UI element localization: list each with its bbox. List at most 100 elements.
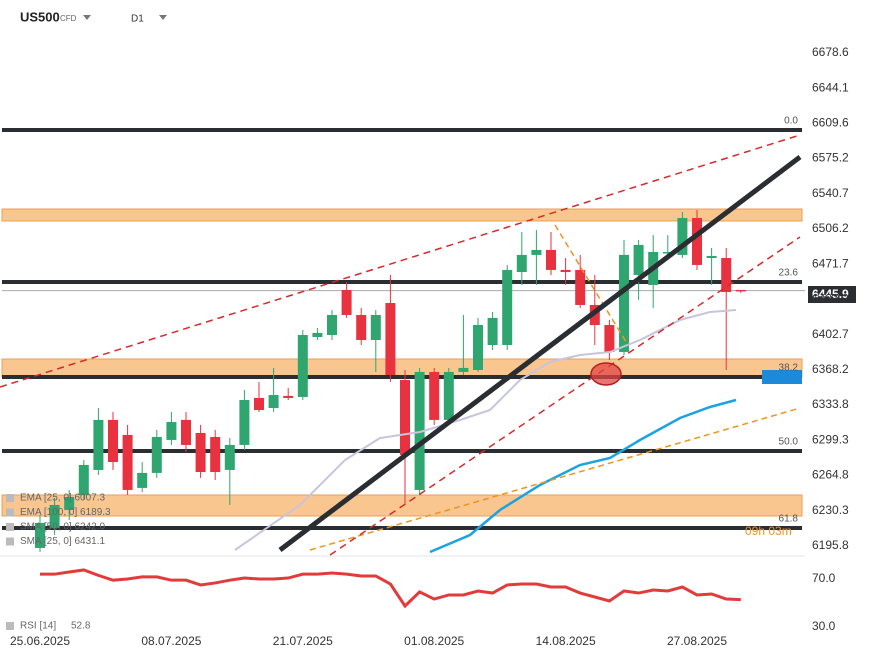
x-tick-label: 01.08.2025 [404, 634, 464, 648]
candle-body [692, 217, 702, 265]
candle-body [268, 395, 279, 408]
candle-body [400, 380, 410, 455]
sma-line [234, 309, 737, 551]
drawings [0, 134, 802, 556]
candle-body [458, 367, 469, 372]
y-tick-label: 6402.7 [812, 327, 849, 341]
instrument-type: CFD [60, 14, 77, 23]
candle-body [356, 314, 367, 340]
indicator-legend: EMA [100, 0] 6189.3 [20, 507, 111, 518]
x-tick-label: 25.06.2025 [10, 634, 70, 648]
dropdown-arrow[interactable] [159, 15, 167, 20]
candle-body [502, 269, 513, 345]
price-tag [762, 370, 802, 384]
candle-body [619, 254, 629, 352]
candle-body [239, 400, 250, 445]
y-tick-label: 6437.2 [812, 292, 849, 306]
candle-body [604, 324, 615, 352]
candle-body [429, 371, 440, 420]
candle-body [166, 421, 177, 440]
candle-body [575, 269, 586, 305]
candle-body [137, 472, 148, 488]
candle-body [487, 317, 498, 345]
candle-body [443, 371, 454, 420]
indicator-legend: SMA [50, 0] 6242.0 [20, 522, 105, 533]
last-price: 6445.9 [812, 287, 849, 301]
candle-body [633, 244, 644, 275]
candle-body [721, 257, 732, 292]
highlight [590, 362, 622, 386]
y-tick-label: 6195.8 [812, 538, 849, 552]
candle-body [370, 314, 381, 340]
legend-icon [6, 523, 14, 531]
candle-body [531, 249, 542, 255]
y-tick-label: 6609.6 [812, 116, 849, 130]
candle-body [341, 289, 352, 315]
candle-body [210, 436, 221, 472]
x-tick-label: 27.08.2025 [667, 634, 727, 648]
channel-line [329, 236, 801, 556]
fib-label: 0.0 [784, 116, 798, 127]
trend-line [309, 407, 801, 551]
candle-body [93, 419, 104, 470]
legend-icon [6, 537, 14, 546]
candle-body [677, 217, 688, 255]
candle-body [546, 249, 556, 270]
ema-line [429, 398, 737, 554]
y-tick-label: 6506.2 [812, 221, 849, 235]
indicator-legend: EMA [25, 0] 6007.3 [20, 493, 105, 504]
y-tick-label: 6471.7 [812, 256, 849, 270]
candle-body [735, 289, 746, 292]
candle-body [297, 334, 308, 397]
candle-body [662, 251, 673, 254]
timeframe[interactable]: D1 [131, 14, 144, 25]
legend-icon [6, 622, 14, 630]
candle-body [706, 255, 717, 258]
candle-body [195, 432, 206, 472]
y-tick-label: 6678.6 [812, 45, 849, 59]
rsi-tick-label: 70.0 [812, 571, 836, 585]
y-tick-label: 6540.7 [812, 186, 849, 200]
rsi-value: 52.8 [71, 621, 91, 632]
marks [2, 127, 805, 552]
x-tick-label: 14.08.2025 [536, 634, 596, 648]
legend-icon [6, 508, 14, 517]
candle-body [385, 303, 396, 376]
y-tick-label: 6230.3 [812, 503, 849, 517]
rsi-line [40, 568, 741, 609]
y-tick-label: 6644.1 [812, 80, 849, 94]
candle-body [312, 332, 323, 338]
candle-body [122, 434, 133, 490]
candle-body [181, 419, 191, 445]
y-tick-label: 6368.2 [812, 362, 849, 376]
legend-icon [6, 494, 14, 502]
candle-body [35, 522, 45, 548]
last-price-box [808, 286, 856, 303]
trend-line [278, 155, 802, 552]
candle-body [414, 371, 425, 490]
fib-label: 61.8 [779, 514, 799, 525]
y-tick-label: 6575.2 [812, 151, 849, 165]
zone [1, 208, 803, 222]
rsi-label: RSI [14] [20, 621, 56, 632]
zone [1, 358, 803, 378]
indicator-legend: SMA [25, 0] 6431.1 [20, 536, 105, 547]
symbol: US500 [20, 9, 60, 24]
y-tick-label: 6333.8 [812, 397, 849, 411]
candle-body [283, 395, 294, 398]
candle-body [224, 444, 235, 470]
dropdown-arrow[interactable] [83, 15, 91, 20]
y-tick-label: 6264.8 [812, 468, 849, 482]
x-tick-label: 08.07.2025 [141, 634, 201, 648]
candle-body [473, 324, 483, 370]
candle-body [516, 254, 527, 272]
candle-body [108, 419, 118, 462]
candle-body [64, 497, 75, 510]
candle-body [327, 314, 337, 335]
fib-label: 38.2 [779, 363, 799, 374]
trend-line [554, 224, 629, 346]
rsi-tick-label: 30.0 [812, 619, 836, 633]
channel-line [0, 134, 801, 388]
